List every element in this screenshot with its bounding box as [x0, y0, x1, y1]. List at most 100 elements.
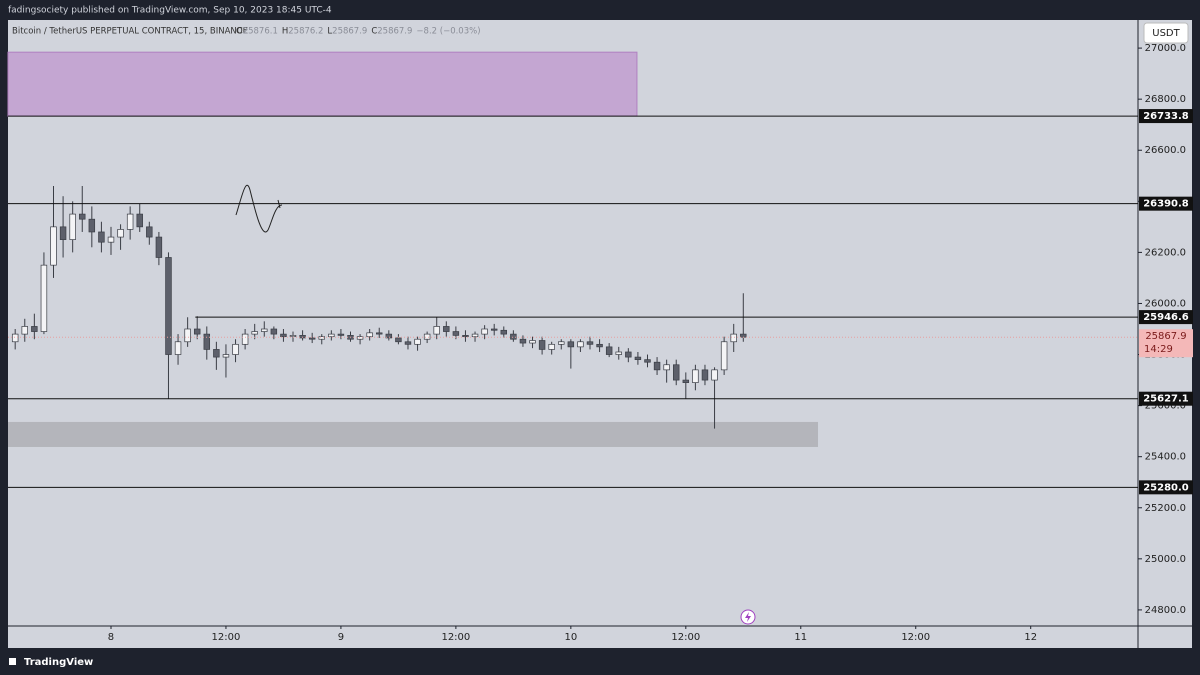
- legend-item: 25867.9: [332, 27, 367, 37]
- currency: USDT: [1152, 28, 1180, 39]
- candle-body: [146, 226, 153, 238]
- candle-body: [500, 329, 508, 335]
- candle-body: [548, 343, 555, 350]
- candle-body: [308, 337, 316, 340]
- candle-body: [40, 264, 48, 332]
- level-label: 26390.8: [1143, 199, 1189, 210]
- candle-body: [634, 356, 642, 360]
- legend-item: C: [371, 27, 377, 37]
- candle-body: [165, 257, 172, 355]
- candle-body: [395, 337, 402, 343]
- publisher: fadingsociety published on TradingView.c…: [8, 6, 332, 16]
- legend-item: −8.2 (−0.03%): [416, 27, 480, 37]
- ohlc-legend: O 25876.1 H 25876.2 L 25867.9 C 25867.9 −8.2 (−0…: [236, 27, 481, 37]
- candle-body: [385, 333, 393, 339]
- y-tick-label: 25400.0: [1145, 452, 1186, 463]
- y-tick-label: 26200.0: [1145, 247, 1186, 258]
- y-tick-label: 25000.0: [1145, 554, 1186, 565]
- candle-body: [625, 351, 632, 358]
- candle-body: [711, 369, 718, 381]
- candle-body: [21, 326, 28, 335]
- symbol: Bitcoin / TetherUS PERPETUAL CONTRACT, 1…: [12, 27, 248, 37]
- candle-body: [289, 335, 297, 338]
- candle-body: [423, 333, 431, 340]
- legend-item: 25867.9: [377, 27, 412, 37]
- candle-body: [88, 218, 96, 233]
- candle-body: [203, 333, 211, 350]
- legend-item: 25876.1: [243, 27, 278, 37]
- x-tick-label: 9: [338, 632, 344, 643]
- x-tick-label: 12:00: [901, 632, 930, 643]
- candle-body: [692, 369, 699, 383]
- candle-body: [69, 213, 76, 240]
- candle-body: [222, 354, 230, 358]
- candle-body: [11, 333, 19, 343]
- last-price-badge: [1139, 329, 1193, 358]
- legend-item: L: [327, 27, 332, 37]
- zone: [7, 51, 638, 117]
- x-tick-label: 12:00: [212, 632, 241, 643]
- candle-body: [136, 213, 143, 228]
- x-tick-label: 12:00: [441, 632, 470, 643]
- candle-body: [471, 333, 479, 338]
- candle-body: [213, 349, 220, 358]
- candle-body: [577, 341, 584, 348]
- candle-body: [98, 231, 105, 243]
- level-label: 25280.0: [1143, 482, 1189, 493]
- level-badge: [1139, 109, 1193, 124]
- candle-body: [510, 333, 517, 340]
- candle-body: [107, 236, 115, 243]
- candle-body: [404, 341, 412, 345]
- brand: TradingView: [24, 657, 93, 668]
- candle-body: [270, 328, 278, 335]
- candle-body: [586, 341, 594, 345]
- candle-body: [452, 331, 460, 336]
- y-tick-label: 26000.0: [1145, 298, 1186, 309]
- candle-body: [328, 333, 335, 338]
- candle-body: [615, 351, 622, 355]
- candle-body: [414, 338, 421, 345]
- candle-body: [519, 338, 527, 344]
- last-price: 25867.9: [1145, 331, 1186, 342]
- candle-body: [366, 332, 373, 338]
- candle-body: [251, 331, 258, 335]
- currency-button[interactable]: [1143, 22, 1189, 44]
- candle-body: [184, 328, 191, 343]
- candle-body: [280, 333, 287, 338]
- y-tick-label: 24800.0: [1145, 605, 1186, 616]
- level-label: 26733.8: [1143, 111, 1189, 122]
- level-badge: [1139, 391, 1193, 406]
- countdown: 14:29: [1144, 344, 1173, 355]
- legend-item: 25876.2: [288, 27, 323, 37]
- candle-body: [117, 229, 124, 238]
- candle-body: [59, 226, 67, 240]
- candle-body: [433, 326, 440, 335]
- candle-body: [79, 213, 86, 220]
- candle-body: [174, 341, 182, 355]
- zone: [8, 421, 819, 447]
- candle-body: [261, 328, 268, 332]
- candle-body: [241, 333, 249, 345]
- candle-body: [605, 346, 613, 355]
- candle-body: [232, 343, 239, 355]
- candle-body: [538, 340, 546, 350]
- candle-body: [462, 335, 469, 338]
- level-badge: [1139, 480, 1193, 495]
- x-tick-label: 10: [564, 632, 577, 643]
- x-tick-label: 8: [108, 632, 114, 643]
- candle-body: [376, 332, 383, 335]
- x-tick-label: 12: [1024, 632, 1037, 643]
- y-tick-label: 25200.0: [1145, 503, 1186, 514]
- candle-body: [337, 333, 345, 336]
- candle-body: [529, 340, 536, 344]
- candle-body: [481, 328, 488, 335]
- legend-item: H: [282, 27, 288, 37]
- candle-body: [663, 364, 670, 371]
- candle-body: [653, 361, 661, 371]
- y-tick-label: 26600.0: [1145, 145, 1186, 156]
- candle-body: [720, 341, 728, 371]
- x-tick-label: 12:00: [671, 632, 700, 643]
- level-badge: [1139, 310, 1193, 325]
- candle-body: [567, 341, 575, 348]
